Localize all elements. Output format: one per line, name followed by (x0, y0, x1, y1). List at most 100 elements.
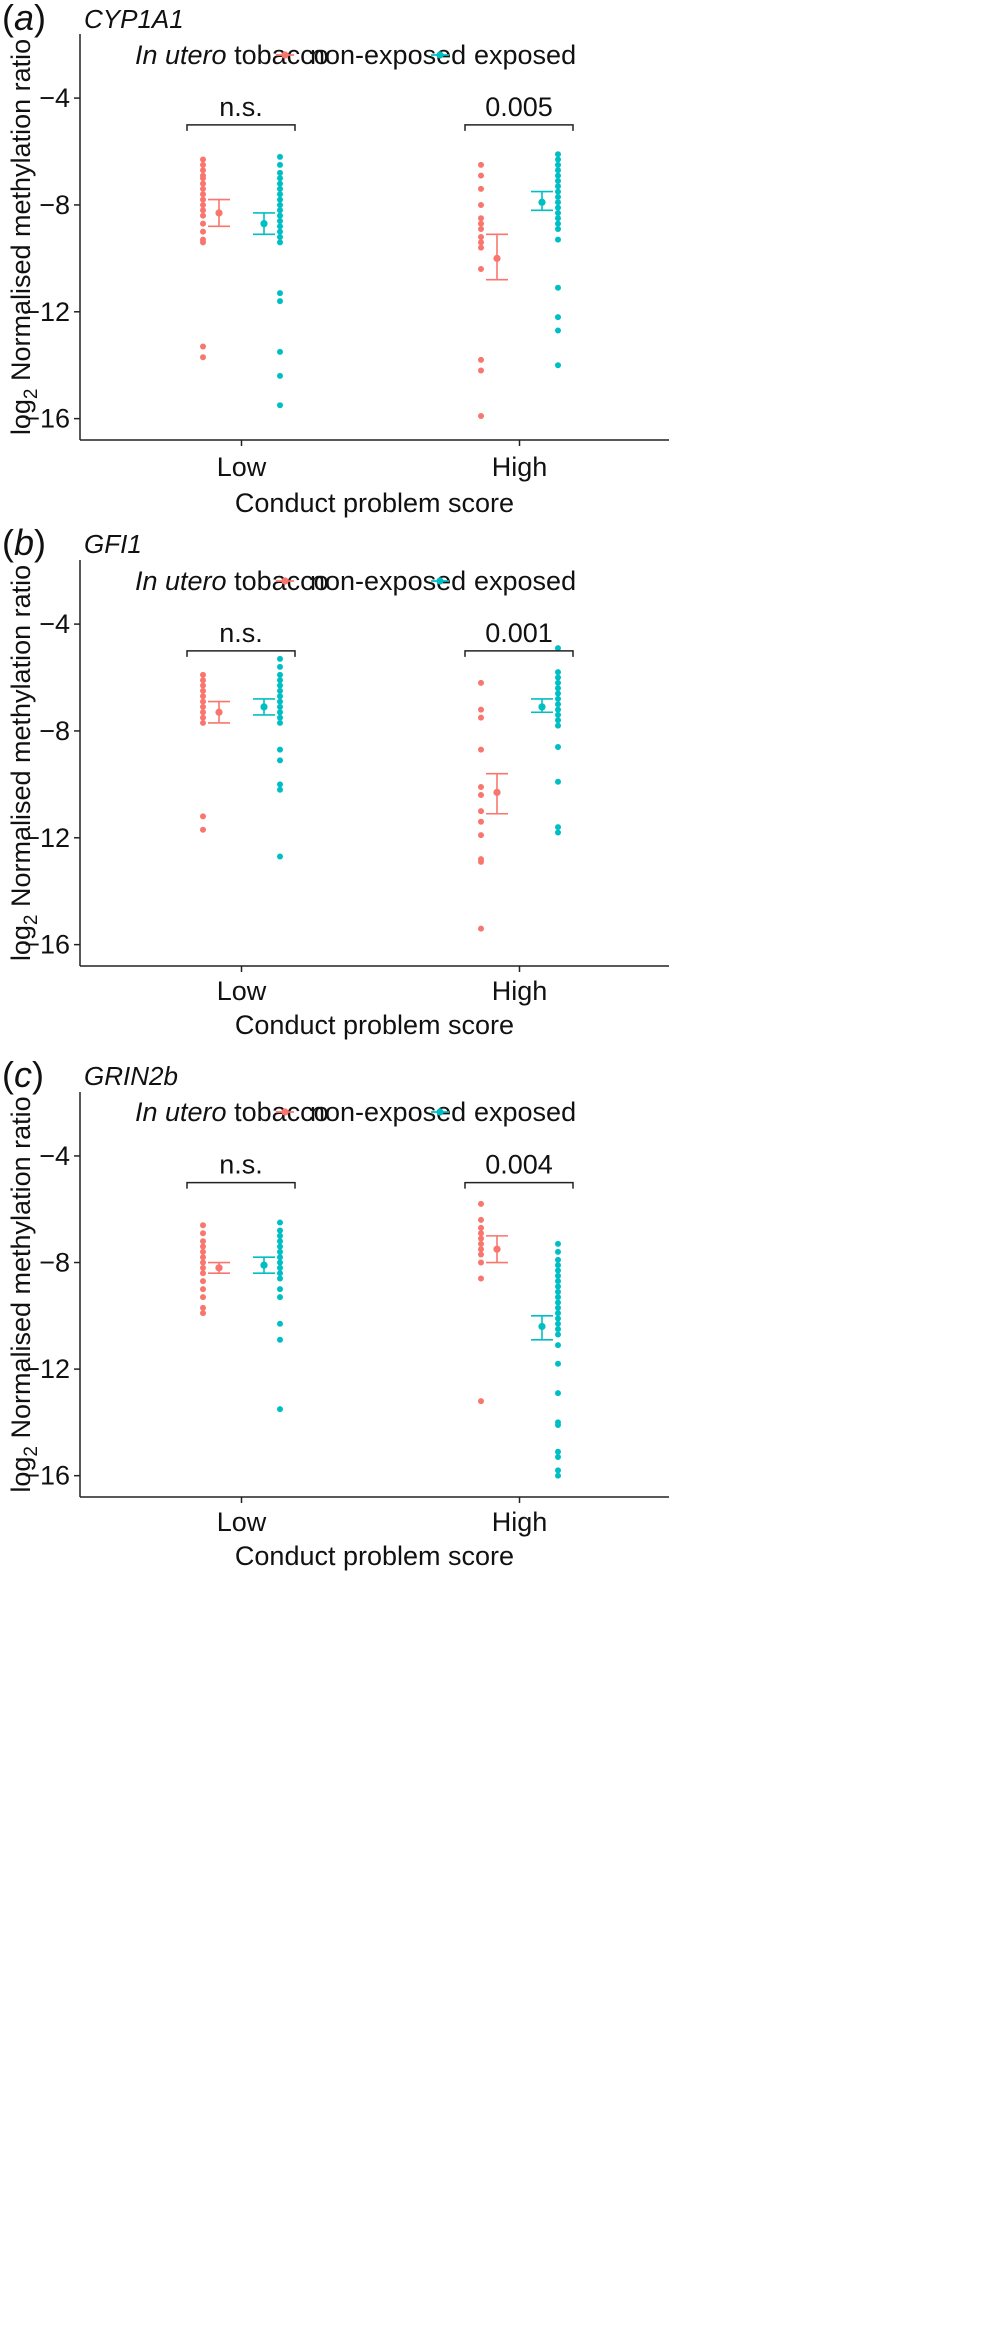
data-point (555, 1390, 561, 1397)
mean-point (493, 254, 501, 262)
y-axis-title-log: log (6, 399, 36, 435)
data-point (478, 679, 484, 686)
data-point (200, 703, 206, 710)
data-point (478, 1240, 484, 1247)
mean-point (260, 703, 268, 711)
significance-bracket: n.s. (186, 618, 296, 657)
mean-point (493, 788, 501, 796)
data-point (478, 858, 484, 865)
gene-title: GFI1 (84, 529, 142, 559)
gene-title: GRIN2b (84, 1061, 178, 1091)
data-point (555, 1360, 561, 1367)
data-point (277, 207, 283, 214)
data-point (555, 167, 561, 174)
data-point (277, 1275, 283, 1282)
data-point (478, 1235, 484, 1242)
significance-label: 0.004 (485, 1150, 553, 1180)
panel-label: (a) (2, 0, 46, 38)
data-point (277, 655, 283, 662)
data-point (478, 367, 484, 374)
data-point (200, 698, 206, 705)
data-point (478, 234, 484, 240)
data-point (200, 228, 206, 235)
bracket-line (186, 1181, 296, 1189)
significance-bracket: 0.005 (464, 92, 574, 131)
y-tick-label: −16 (24, 930, 70, 960)
data-point (555, 1272, 561, 1279)
data-point (277, 663, 283, 670)
data-point (277, 1336, 283, 1343)
data-point (277, 687, 283, 694)
mean-point (538, 1322, 546, 1331)
panel-c: (c) GRIN2b −4 −8 −12 −16 Low High log2 Normalise… (2, 1054, 669, 1571)
data-point (555, 1326, 561, 1333)
data-point (277, 746, 283, 753)
data-point (277, 169, 283, 176)
y-tick-label: −8 (39, 190, 70, 220)
data-point (200, 1278, 206, 1285)
legend-key-dot (436, 51, 444, 59)
data-point (200, 1254, 206, 1261)
data-point (555, 679, 561, 686)
y-axis-title-log: log (6, 1457, 36, 1493)
data-point (277, 175, 283, 182)
data-point (277, 671, 283, 678)
y-axis-title-subscript: 2 (21, 915, 42, 926)
data-point (555, 327, 561, 334)
panel-label-letter: b (14, 522, 34, 563)
data-point (200, 709, 206, 716)
data-point (555, 1448, 561, 1455)
data-point (555, 717, 561, 724)
data-point (277, 298, 283, 305)
data-point (555, 645, 561, 652)
data-point (200, 1248, 206, 1255)
bracket-line (186, 124, 296, 131)
legend-title-italic: In utero (135, 1097, 227, 1127)
data-point (200, 714, 206, 721)
significance-label: n.s. (219, 618, 263, 648)
data-point (478, 925, 484, 932)
data-point (555, 1256, 561, 1263)
data-point (555, 1288, 561, 1295)
data-point (555, 743, 561, 750)
data-point (555, 156, 561, 163)
significance-bracket: 0.001 (464, 618, 574, 657)
panel-label-close: ) (34, 0, 46, 38)
series-non-exposed (200, 671, 508, 932)
data-point (478, 201, 484, 208)
data-point (277, 239, 283, 246)
data-point (555, 1310, 561, 1317)
data-point (200, 1230, 206, 1237)
legend-key-dot (436, 577, 444, 585)
legend-key-dot (281, 1108, 289, 1116)
y-tick-label: −16 (24, 404, 70, 434)
y-tick-label: −4 (39, 1141, 70, 1171)
data-point (277, 786, 283, 793)
y-axis-title-rest: Normalised methylation ratio (6, 1096, 36, 1446)
data-point (555, 151, 561, 158)
data-point (277, 1219, 283, 1226)
y-axis-title: log2 Normalised methylation ratio (6, 39, 42, 435)
data-point (200, 354, 206, 361)
data-point (478, 714, 484, 721)
data-point (200, 1286, 206, 1293)
data-point (555, 284, 561, 291)
data-point (277, 217, 283, 224)
data-point (200, 239, 206, 246)
data-point (200, 719, 206, 726)
mean-point (493, 1245, 501, 1253)
data-point (555, 183, 561, 190)
data-point (277, 180, 283, 187)
panel-label-open: ( (2, 0, 14, 38)
panel-label-open: ( (2, 1054, 14, 1095)
data-point (200, 682, 206, 689)
legend-item-exposed: exposed (474, 40, 576, 70)
data-point (200, 813, 206, 820)
mean-point (538, 703, 546, 711)
panel-label-close: ) (34, 522, 46, 563)
data-point (200, 220, 206, 227)
data-point (555, 220, 561, 227)
mean-point (538, 198, 546, 206)
data-point (200, 196, 206, 203)
data-point (478, 746, 484, 753)
